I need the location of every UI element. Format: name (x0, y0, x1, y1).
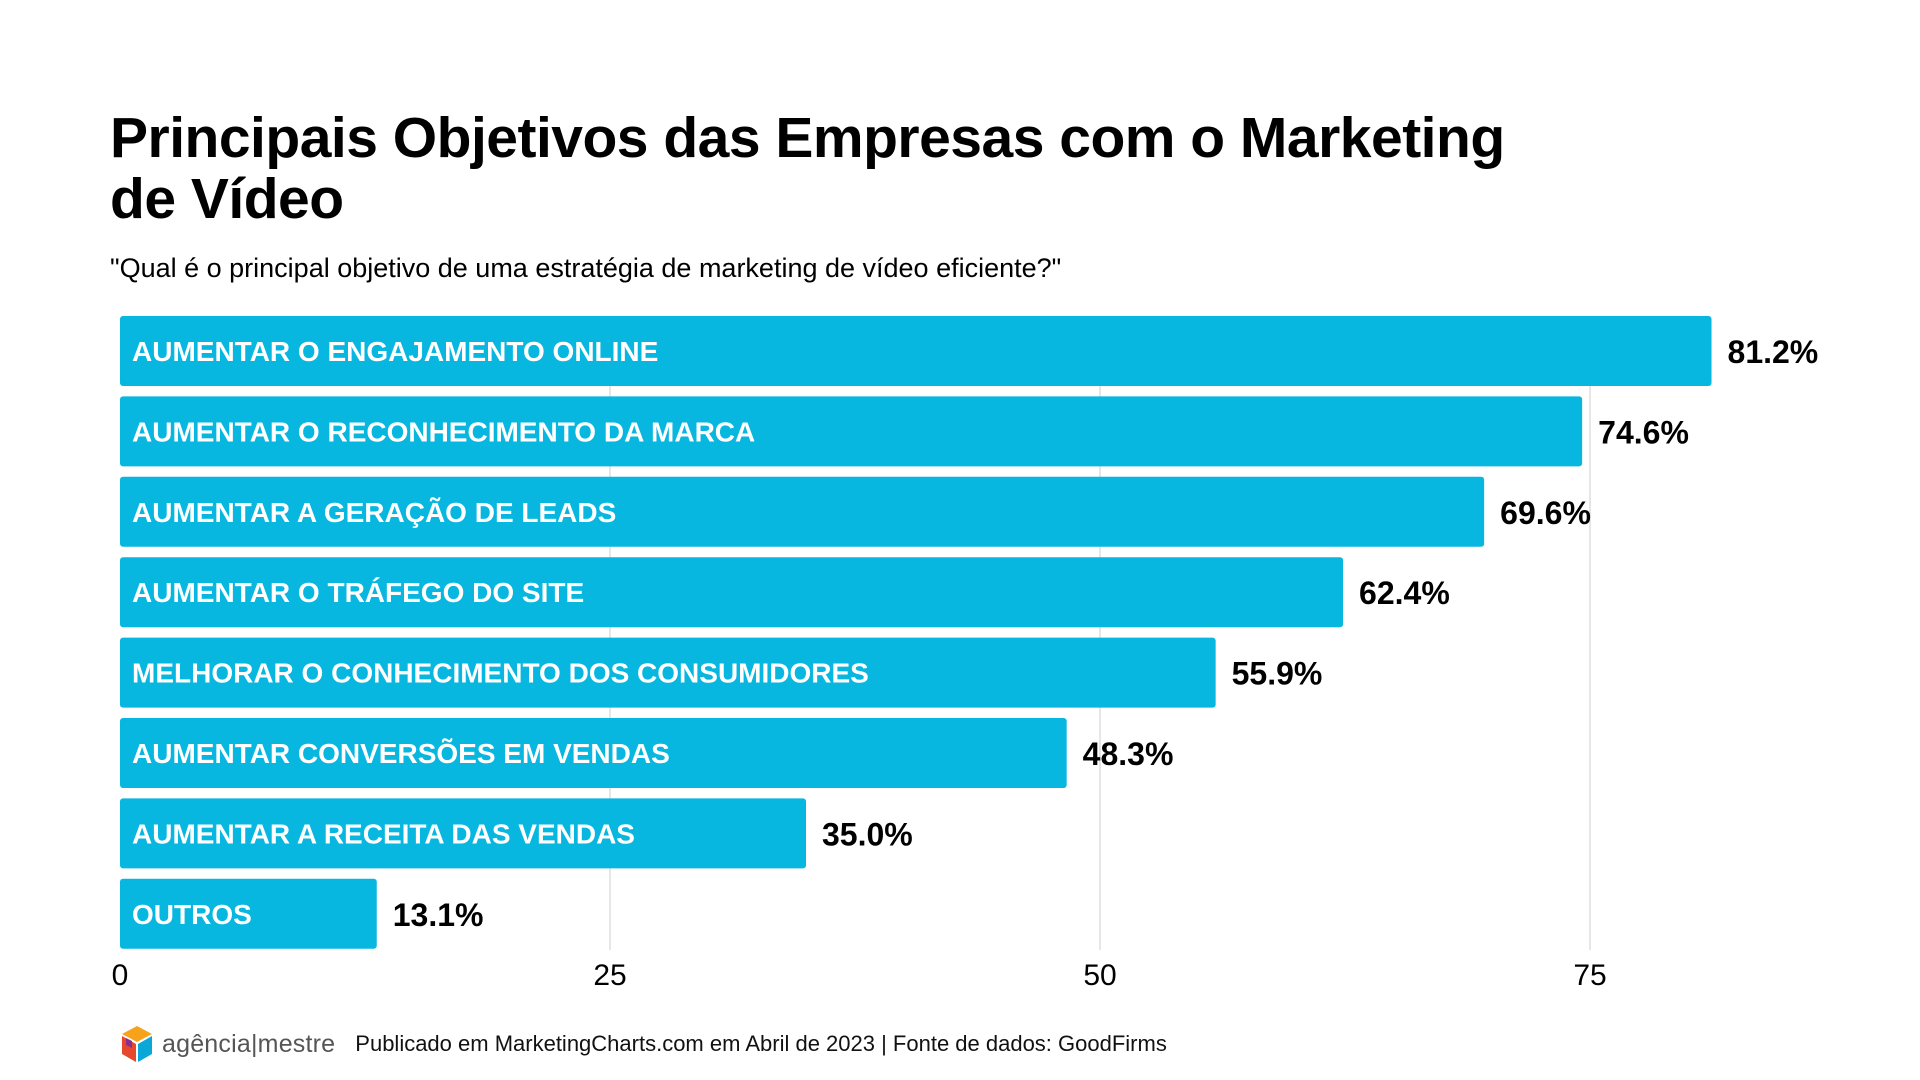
bar-category-label: AUMENTAR A RECEITA DAS VENDAS (132, 818, 635, 849)
bar (120, 878, 377, 949)
bar-value-label: 62.4% (1359, 575, 1450, 611)
bar-category-label: MELHORAR O CONHECIMENTO DOS CONSUMIDORES (132, 658, 869, 689)
x-tick-label: 25 (593, 959, 626, 992)
bar (120, 718, 1067, 788)
bar-chart: AUMENTAR O ENGAJAMENTO ONLINE 81.2% AUMENT… (112, 316, 1819, 992)
chart-subtitle: "Qual é o principal objetivo de uma estr… (110, 253, 1062, 283)
bar-category-label: AUMENTAR A GERAÇÃO DE LEADS (132, 497, 616, 528)
bar-category-label: AUMENTAR CONVERSÕES EM VENDAS (132, 738, 670, 769)
chart-title: Principais Objetivos das Empresas com o … (110, 106, 1505, 231)
bar-value-label: 81.2% (1728, 334, 1819, 370)
bar-value-label: 74.6% (1598, 414, 1689, 450)
bar-category-label: AUMENTAR O TRÁFEGO DO SITE (132, 577, 584, 608)
footer: agência|mestre Publicado em MarketingCha… (118, 1022, 1167, 1066)
bar-value-label: 55.9% (1232, 656, 1323, 692)
bar (120, 798, 806, 869)
bar-category-label: AUMENTAR O RECONHECIMENTO DA MARCA (132, 416, 755, 447)
logo-text: agência|mestre (162, 1029, 336, 1058)
bar-value-label: 13.1% (393, 897, 484, 933)
x-tick-label: 50 (1083, 959, 1116, 992)
bar-category-label: OUTROS (132, 899, 252, 930)
bar-value-label: 69.6% (1500, 495, 1591, 531)
bar-value-label: 35.0% (822, 816, 913, 852)
x-tick-label: 75 (1573, 959, 1606, 992)
source-note: Publicado em MarketingCharts.com em Abri… (355, 1031, 1167, 1056)
bar (120, 476, 1485, 547)
bar (120, 316, 1712, 386)
bar-value-label: 48.3% (1083, 736, 1174, 772)
bar (120, 396, 1583, 467)
x-tick-label: 0 (112, 959, 129, 992)
bar (120, 557, 1344, 628)
logo-icon (122, 1026, 152, 1062)
bar (120, 637, 1216, 708)
bar-category-label: AUMENTAR O ENGAJAMENTO ONLINE (132, 336, 658, 367)
